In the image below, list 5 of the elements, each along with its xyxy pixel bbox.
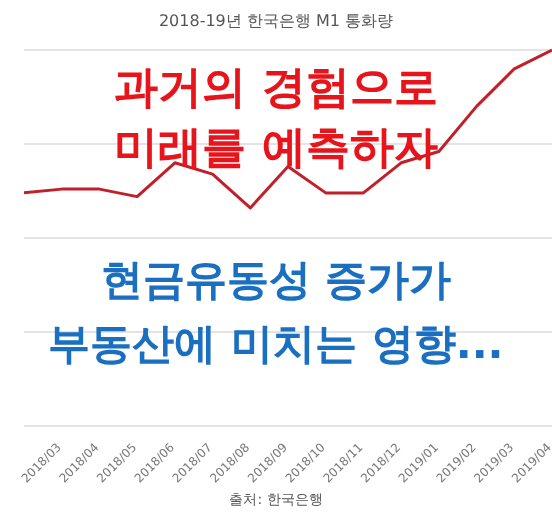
annotation: 부동산에 미치는 영향... — [46, 318, 506, 370]
chart-title: 2018-19년 한국은행 M1 통화량 — [156, 10, 396, 32]
annotation: 과거의 경험으로 — [112, 64, 440, 116]
annotation: 미래를 예측하자 — [112, 124, 440, 176]
annotation: 현금유동성 증가가 — [98, 254, 454, 306]
